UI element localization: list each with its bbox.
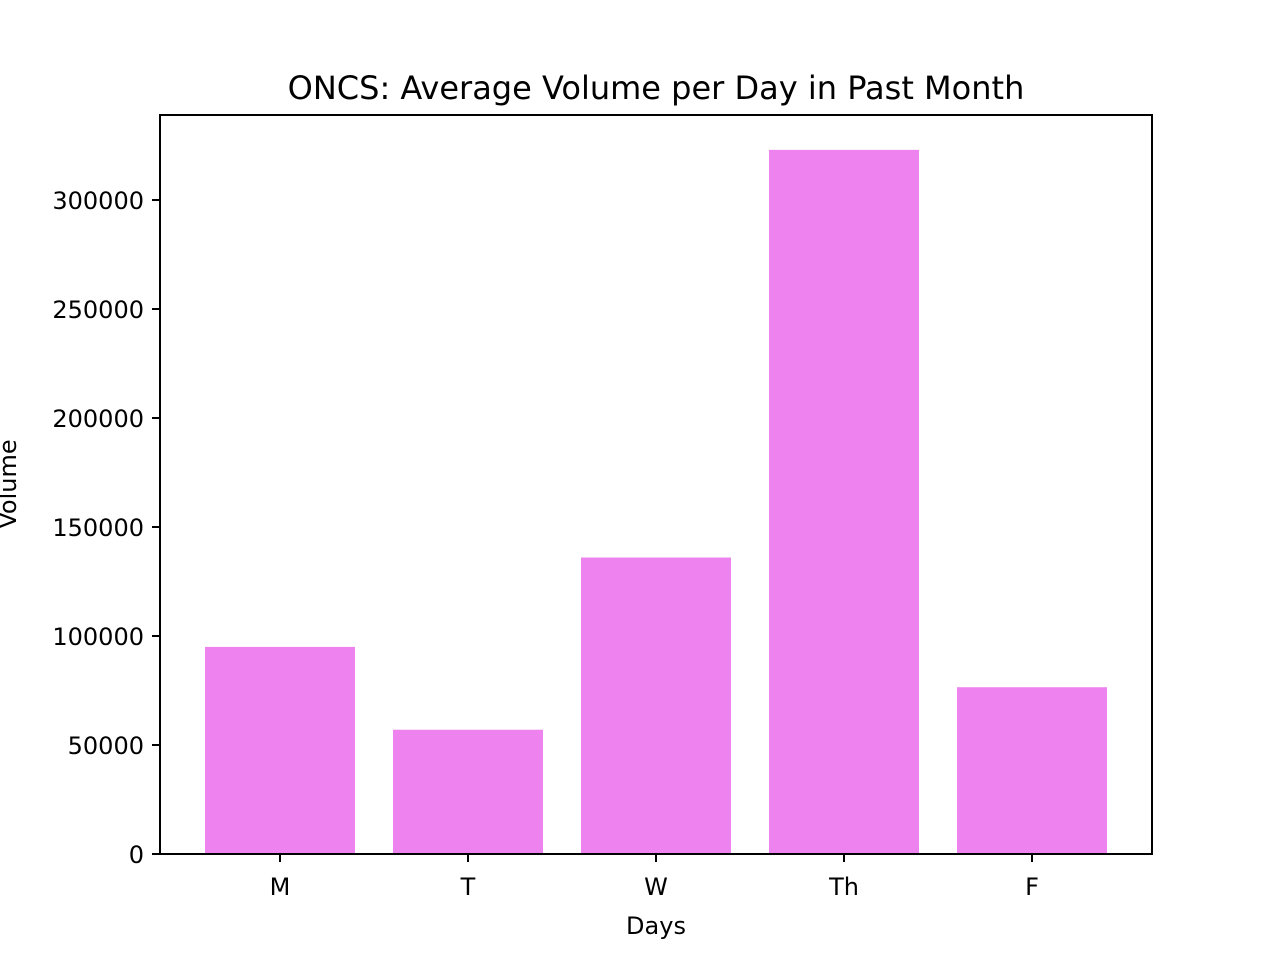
y-tick-label: 250000: [52, 296, 144, 324]
y-tick-label: 150000: [52, 514, 144, 542]
bars-group: [205, 149, 1107, 855]
x-axis-label: Days: [626, 912, 686, 940]
y-tick-label: 200000: [52, 405, 144, 433]
chart-title: ONCS: Average Volume per Day in Past Mon…: [288, 69, 1025, 107]
x-tick-label: M: [270, 873, 291, 901]
bar-m: [205, 646, 355, 854]
y-tick-label: 300000: [52, 187, 144, 215]
y-tick-label: 50000: [68, 732, 144, 760]
bar-f: [957, 687, 1107, 854]
bar-t: [393, 729, 543, 854]
x-tick-label: Th: [828, 873, 859, 901]
x-tick-label: T: [460, 873, 476, 901]
y-axis-label: Volume: [0, 439, 22, 528]
bar-w: [581, 557, 731, 854]
x-tick-label: W: [644, 873, 668, 901]
x-tick-label: F: [1025, 873, 1039, 901]
bar-th: [769, 149, 919, 855]
y-tick-label: 0: [129, 841, 144, 869]
y-tick-label: 100000: [52, 623, 144, 651]
plot-frame: [159, 114, 1153, 855]
y-axis-ticks: 0 50000 100000 150000 200000 250000 300000: [52, 187, 160, 869]
x-axis-ticks: M T W Th F: [270, 854, 1039, 901]
